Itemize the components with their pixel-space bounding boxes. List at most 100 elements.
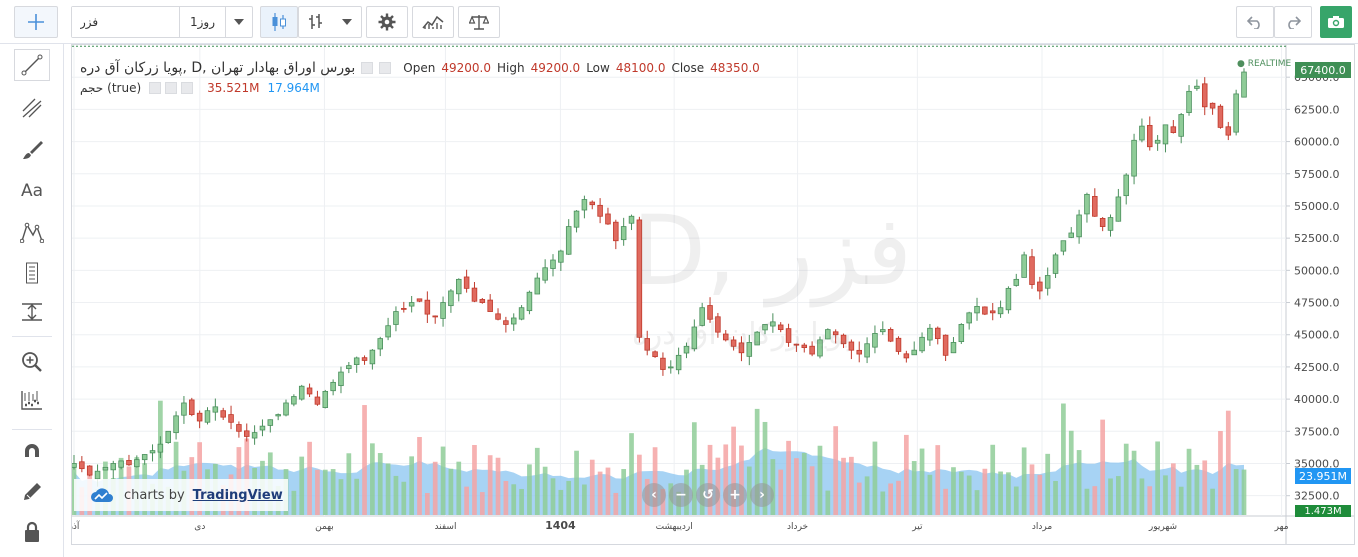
settings-small-icon[interactable]: [379, 62, 392, 74]
candle-body: [1225, 126, 1232, 136]
text-icon[interactable]: Aa: [20, 181, 44, 201]
candle-body: [887, 329, 894, 342]
y-tick-label: 50000.0: [1294, 264, 1340, 277]
candle-body: [675, 354, 682, 371]
chart-pane[interactable]: 65000.062500.060000.057500.055000.052500…: [71, 44, 1355, 545]
price-range-icon[interactable]: [14, 384, 50, 416]
scroll-left-icon[interactable]: ‹: [642, 483, 666, 507]
volume-bar: [393, 475, 399, 515]
scroll-right-icon[interactable]: ›: [750, 483, 774, 507]
volume-bar: [1006, 472, 1011, 515]
candle-body: [440, 302, 446, 319]
candle-body: [558, 250, 564, 263]
tradingview-branding[interactable]: charts by TradingView: [74, 479, 288, 511]
caret-down-icon[interactable]: [226, 7, 252, 37]
pencil-lock-icon[interactable]: [14, 476, 50, 508]
volume-bar: [1013, 486, 1019, 515]
volume-bar: [1092, 486, 1098, 515]
candle-body: [935, 327, 941, 339]
candle-body: [1076, 214, 1082, 238]
eye-icon[interactable]: [361, 62, 374, 74]
candle-body: [416, 298, 423, 302]
y-tick-label: 55000.0: [1294, 200, 1340, 213]
candle-body: [754, 331, 760, 346]
symbol-search: 1روز: [71, 6, 253, 38]
reset-icon[interactable]: ↺: [696, 483, 720, 507]
brush-icon[interactable]: [14, 134, 50, 166]
zoom-icon[interactable]: [14, 346, 50, 378]
zoom-in-icon[interactable]: +: [723, 483, 747, 507]
ruler-icon[interactable]: [14, 257, 50, 289]
volume-bar: [574, 450, 579, 515]
volume-bar: [597, 471, 603, 515]
x-tick-label: اسفند: [434, 522, 456, 532]
candle-body: [518, 307, 525, 320]
crosshair-icon[interactable]: [14, 6, 58, 38]
magnet-icon[interactable]: [14, 436, 50, 468]
volume-bar: [511, 484, 517, 515]
pattern-icon[interactable]: [14, 216, 50, 248]
volume-bar: [432, 461, 438, 515]
camera-icon[interactable]: [1320, 6, 1352, 38]
candle-body: [605, 213, 611, 225]
volume-bar: [566, 480, 572, 515]
close-icon[interactable]: [181, 82, 194, 94]
branding-link[interactable]: TradingView: [192, 487, 283, 503]
candle-body: [495, 313, 501, 320]
volume-bar: [456, 461, 462, 515]
fib-icon[interactable]: [14, 92, 50, 124]
eye-icon[interactable]: [149, 82, 162, 94]
undo-icon[interactable]: [1236, 6, 1274, 38]
volume-bar: [951, 467, 956, 515]
candle-body: [118, 460, 124, 468]
candle-body: [919, 336, 925, 352]
candle-body: [911, 349, 917, 356]
candle-body: [644, 338, 650, 351]
compare-icon[interactable]: [458, 6, 500, 38]
candle-body: [1068, 232, 1075, 238]
candle-body: [730, 339, 737, 347]
volume-bar: [1061, 403, 1066, 515]
candle-body: [683, 345, 690, 354]
volume-bar: [1241, 469, 1247, 515]
candle-body: [1241, 71, 1247, 98]
candle-body: [204, 410, 211, 423]
candles-icon[interactable]: [260, 6, 298, 38]
high-label: High: [496, 61, 525, 75]
volume-tag: 1.473M: [1295, 505, 1351, 517]
zoom-out-icon[interactable]: −: [669, 483, 693, 507]
volume-bar: [1037, 474, 1043, 515]
candle-body: [997, 307, 1004, 315]
volume-bar: [1147, 486, 1153, 515]
candle-body: [220, 410, 226, 418]
open-label: Open: [403, 61, 436, 75]
gear-icon[interactable]: [366, 6, 408, 38]
volume-bar: [1108, 478, 1113, 515]
symbol-input[interactable]: [72, 7, 180, 37]
candle-body: [832, 331, 839, 336]
bar-style-button[interactable]: [298, 6, 362, 38]
volume-bar: [911, 461, 917, 515]
symbol-watermark: فزر ,D: [632, 195, 913, 307]
top-toolbar: 1روز: [0, 0, 1358, 44]
x-tick-label: آذر: [72, 520, 80, 532]
candle-body: [1029, 256, 1035, 285]
measure-icon[interactable]: [14, 296, 50, 328]
chart-canvas[interactable]: 65000.062500.060000.057500.055000.052500…: [72, 45, 1354, 544]
indicators-icon[interactable]: [412, 6, 454, 38]
low-value: 48100.0: [615, 61, 666, 75]
candle-body: [989, 310, 996, 314]
settings-small-icon[interactable]: [165, 82, 178, 94]
trend-line-icon[interactable]: [14, 49, 50, 81]
volume-bar: [786, 440, 791, 515]
lock-icon[interactable]: [14, 516, 50, 548]
volume-bar: [409, 456, 415, 515]
interval-selector[interactable]: 1روز: [180, 7, 226, 37]
volume-bar: [817, 445, 823, 515]
company-watermark: پویا زرکان آق دره: [632, 317, 852, 352]
redo-icon[interactable]: [1274, 6, 1312, 38]
candle-body: [236, 424, 242, 432]
realtime-indicator: ● REALTIME: [1237, 59, 1292, 69]
volume-bar: [299, 456, 305, 515]
candle-body: [134, 459, 140, 468]
